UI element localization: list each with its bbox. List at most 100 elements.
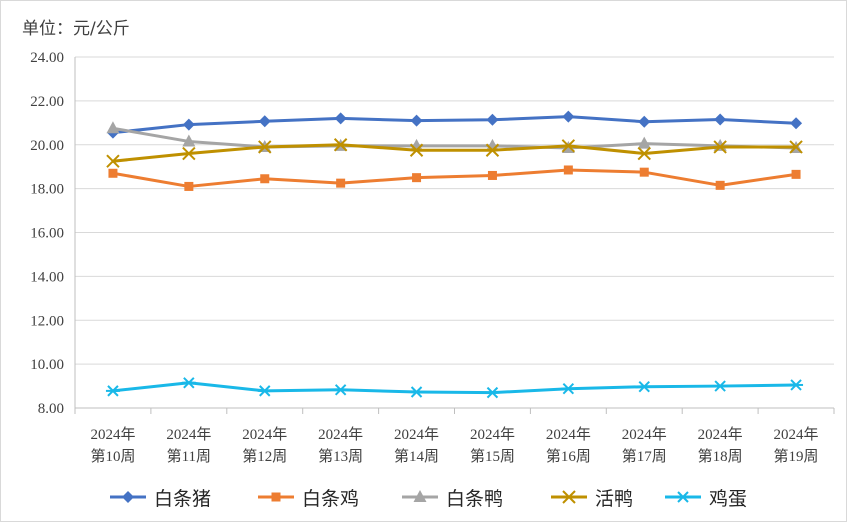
x-tick-label: 第13周 xyxy=(318,447,363,465)
legend-item: 白条鸡 xyxy=(256,483,359,511)
legend-swatch-icon xyxy=(551,490,587,504)
x-tick-label: 第11周 xyxy=(167,447,211,465)
legend-marker xyxy=(271,492,281,502)
data-point xyxy=(562,110,575,123)
data-point xyxy=(638,115,651,128)
series-line-4 xyxy=(111,143,798,163)
data-point xyxy=(334,112,347,125)
y-tick-label: 12.00 xyxy=(30,313,64,329)
data-point xyxy=(182,134,196,147)
data-point xyxy=(563,165,573,175)
data-point xyxy=(713,380,728,392)
legend-swatch-icon xyxy=(402,490,438,502)
x-tick-label: 2024年 xyxy=(90,426,135,443)
data-point xyxy=(637,381,652,393)
y-tick-label: 20.00 xyxy=(30,138,64,154)
x-tick-label: 第18周 xyxy=(698,447,743,465)
y-tick-label: 14.00 xyxy=(30,269,64,285)
x-tick-label: 2024年 xyxy=(546,426,591,443)
series-line-3 xyxy=(111,126,798,150)
data-point xyxy=(257,385,272,397)
x-tick-label: 第16周 xyxy=(546,447,591,465)
data-point xyxy=(790,117,803,130)
data-point xyxy=(106,121,120,134)
legend-label: 白条鸡 xyxy=(302,487,360,510)
data-point xyxy=(789,140,803,154)
x-tick-label: 第15周 xyxy=(470,447,515,465)
y-tick-label: 18.00 xyxy=(30,182,64,198)
legend-label: 鸡蛋 xyxy=(709,487,748,510)
legend: 白条猪 白条鸡 白条鸭 活鸭 鸡蛋 xyxy=(0,483,847,511)
data-point xyxy=(410,114,423,127)
legend-item: 白条猪 xyxy=(108,483,211,511)
x-tick-label: 第10周 xyxy=(90,447,135,465)
y-tick-label: 16.00 xyxy=(30,226,64,242)
x-tick-label: 2024年 xyxy=(394,426,439,443)
y-tick-label: 24.00 xyxy=(30,50,64,66)
series-line-2 xyxy=(111,168,798,188)
legend-marker xyxy=(562,490,576,504)
x-tick-label: 2024年 xyxy=(698,426,743,443)
data-point xyxy=(714,113,727,126)
legend-item: 白条鸭 xyxy=(400,483,503,511)
legend-marker xyxy=(122,491,134,503)
data-point xyxy=(258,115,271,128)
legend-swatch-icon xyxy=(665,491,701,503)
data-point xyxy=(791,169,801,179)
data-point xyxy=(485,386,500,399)
data-point xyxy=(333,138,348,152)
y-tick-label: 10.00 xyxy=(30,357,64,373)
data-point xyxy=(485,143,500,157)
data-point xyxy=(333,384,348,396)
x-tick-label: 2024年 xyxy=(166,426,211,443)
data-point xyxy=(639,167,649,177)
x-tick-label: 第14周 xyxy=(394,447,439,465)
x-tick-label: 第19周 xyxy=(774,447,819,465)
data-point xyxy=(486,113,499,126)
data-point xyxy=(789,379,804,391)
data-point xyxy=(181,377,196,389)
x-tick-label: 2024年 xyxy=(242,426,287,443)
data-point xyxy=(561,382,576,395)
series-line-5 xyxy=(111,381,798,395)
x-tick-label: 第12周 xyxy=(242,447,287,465)
x-tick-label: 2024年 xyxy=(774,426,819,443)
legend-label: 活鸭 xyxy=(595,487,634,510)
data-point xyxy=(260,174,270,184)
legend-swatch-icon xyxy=(258,492,294,502)
x-tick-label: 2024年 xyxy=(318,426,363,443)
legend-label: 白条猪 xyxy=(154,487,212,510)
data-point xyxy=(106,154,120,168)
legend-label: 白条鸭 xyxy=(446,487,504,510)
x-tick-label: 2024年 xyxy=(470,426,515,443)
data-point xyxy=(412,173,422,183)
series-line-1 xyxy=(111,115,798,135)
legend-marker xyxy=(413,490,427,502)
data-point xyxy=(184,181,194,191)
y-tick-label: 22.00 xyxy=(30,94,64,110)
data-point xyxy=(715,180,725,190)
legend-item: 鸡蛋 xyxy=(663,483,747,511)
data-point xyxy=(182,118,195,131)
legend-swatch-icon xyxy=(110,491,146,503)
data-point xyxy=(258,140,272,154)
data-point xyxy=(336,178,346,188)
x-tick-label: 2024年 xyxy=(622,426,667,443)
data-point xyxy=(409,386,424,398)
legend-marker xyxy=(676,491,690,503)
data-point xyxy=(182,146,196,161)
data-point xyxy=(105,385,120,397)
y-tick-label: 8.00 xyxy=(38,401,64,417)
unit-label: 单位：元/公斤 xyxy=(22,19,130,39)
data-point xyxy=(409,143,424,157)
data-point xyxy=(713,140,727,154)
x-tick-label: 第17周 xyxy=(622,447,667,465)
data-point xyxy=(108,168,118,178)
data-point xyxy=(637,146,651,161)
data-point xyxy=(487,170,497,180)
data-point xyxy=(637,136,651,149)
data-point xyxy=(561,139,576,153)
legend-item: 活鸭 xyxy=(549,483,633,511)
